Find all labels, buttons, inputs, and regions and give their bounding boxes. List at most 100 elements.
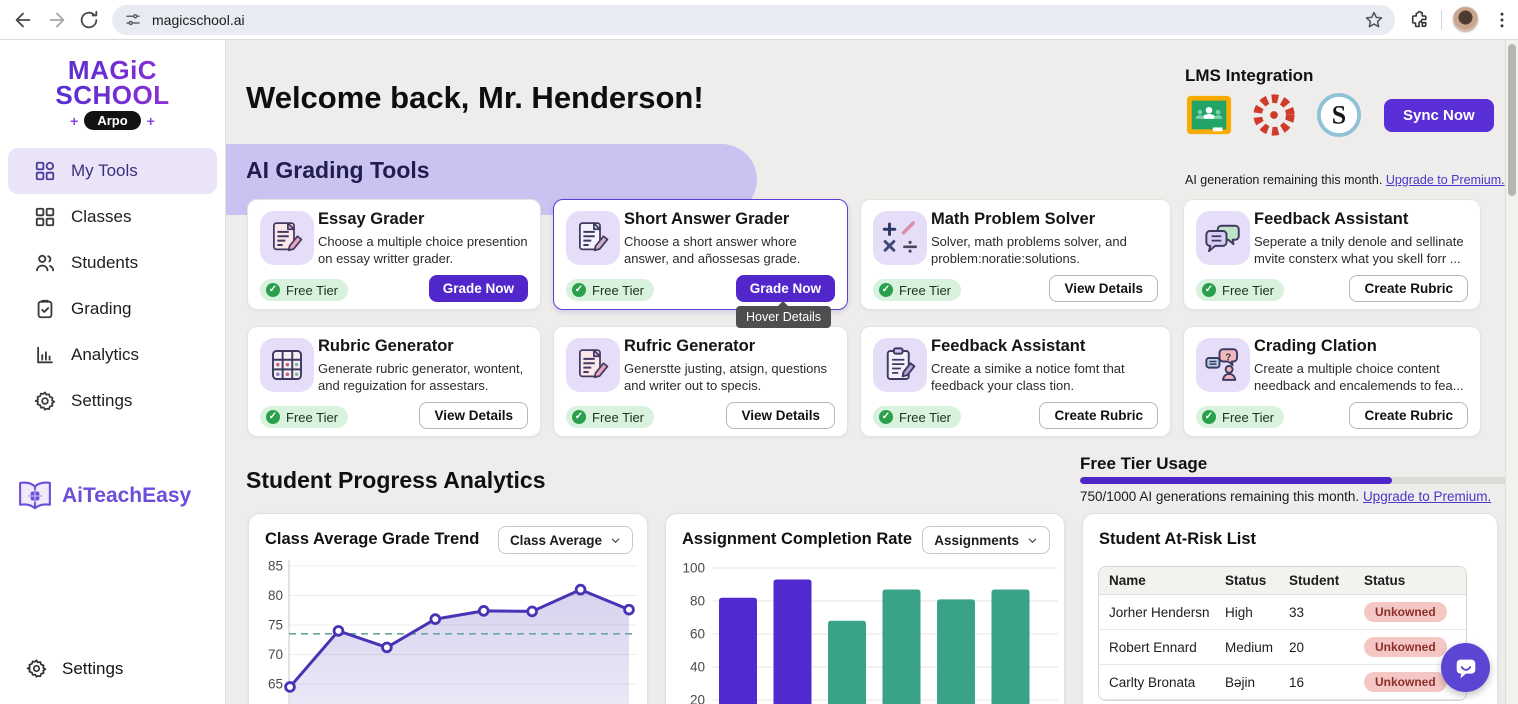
sidebar-item-settings-bottom[interactable]: Settings [26, 658, 123, 679]
sidebar-item-label: Grading [71, 299, 132, 319]
site-settings-icon[interactable] [124, 11, 142, 29]
cell-status: Medium [1225, 639, 1274, 655]
url-bar[interactable]: magicschool.ai [112, 5, 1395, 35]
hover-details-tooltip: Hover Details [735, 301, 831, 328]
tool-card-description: Create a multiple choice content needbac… [1254, 361, 1464, 394]
upgrade-premium-link-top[interactable]: Upgrade to Premium. [1385, 173, 1505, 187]
tool-card-math-problem-solver[interactable]: Math Problem Solver Solver, math problem… [860, 199, 1171, 310]
tool-card-title: Rubric Generator [318, 337, 454, 355]
cell-name: Carlty Bronata [1109, 674, 1196, 690]
free-tier-badge: ✓ Free Tier [1196, 279, 1285, 301]
check-icon: ✓ [572, 410, 586, 424]
status-badge: Unkowned [1364, 637, 1447, 657]
grade-now-button[interactable]: Grade Now [735, 275, 835, 302]
clipboard-check-icon [34, 298, 56, 320]
sidebar-item-label: My Tools [71, 161, 138, 181]
book-icon [14, 475, 56, 517]
free-tier-badge: ✓ Free Tier [260, 406, 349, 428]
usage-progress-fill [1080, 477, 1393, 484]
usage-progress-bar [1080, 477, 1514, 484]
svg-text:80: 80 [690, 594, 705, 609]
tool-card-feedback-assistant[interactable]: Feedback Assistant Seperate a tnily deno… [1183, 199, 1481, 310]
assignments-dropdown[interactable]: Assignments [922, 526, 1050, 554]
sidebar-item-label: Settings [71, 391, 133, 411]
sidebar-item-my-tools[interactable]: My Tools [8, 148, 217, 195]
extensions-icon[interactable] [1410, 9, 1431, 30]
check-icon: ✓ [879, 410, 893, 424]
profile-avatar[interactable] [1452, 6, 1479, 33]
col-student: Student [1289, 573, 1340, 588]
sidebar-item-classes[interactable]: Classes [8, 194, 217, 240]
create-rubric-button[interactable]: Create Rubric [1039, 402, 1158, 429]
scrollbar-thumb[interactable] [1508, 44, 1516, 196]
view-details-button[interactable]: View Details [726, 402, 835, 429]
check-icon: ✓ [1202, 410, 1216, 424]
doc-pencil-pink-icon [566, 338, 620, 392]
check-icon: ✓ [572, 283, 586, 297]
create-rubric-button[interactable]: Create Rubric [1349, 402, 1468, 429]
free-tier-badge: ✓ Free Tier [873, 406, 962, 428]
reload-icon[interactable] [78, 9, 100, 31]
upgrade-premium-link-bottom[interactable]: Upgrade to Premium. [1362, 489, 1492, 504]
sidebar-item-label: Students [71, 253, 139, 273]
sidebar-item-grading[interactable]: Grading [8, 286, 217, 332]
tool-card-short-answer-grader[interactable]: Short Answer Grader Choose a short answe… [553, 199, 848, 328]
tool-card-rubric-generator[interactable]: Rubric Generator Generate rubric generat… [247, 326, 541, 437]
at-risk-title: Student At-Risk List [1099, 530, 1257, 548]
tool-card-essay-grader[interactable]: Essay Grader Choose a multiple choice pr… [247, 199, 541, 310]
scrollbar-track[interactable] [1505, 40, 1518, 704]
math-symbols-icon [873, 211, 927, 265]
cell-student: 16 [1289, 674, 1305, 690]
tool-card-title: Crading Clation [1254, 337, 1377, 355]
google-classroom-icon[interactable] [1186, 92, 1232, 138]
dropdown-value: Assignments [934, 532, 1019, 548]
magicschool-logo: MAGiC SCHOOL + Arpo + [0, 57, 225, 131]
sync-now-button[interactable]: Sync Now [1384, 98, 1494, 132]
canvas-icon[interactable] [1251, 92, 1297, 138]
back-icon[interactable] [12, 9, 34, 31]
sidebar-item-settings[interactable]: Settings [8, 378, 217, 424]
check-icon: ✓ [266, 283, 280, 297]
view-details-button[interactable]: View Details [419, 402, 528, 429]
svg-text:60: 60 [690, 627, 705, 642]
bar-chart: 100 80 60 40 20 [674, 556, 1058, 704]
grade-now-button[interactable]: Grade Now [428, 275, 528, 302]
logo-line-2: SCHOOL [0, 82, 225, 108]
free-tier-badge: ✓ Free Tier [566, 279, 655, 301]
sidebar-item-analytics[interactable]: Analytics [8, 332, 217, 378]
free-tier-label: Free Tier [286, 282, 339, 298]
browser-menu-icon[interactable] [1492, 9, 1512, 31]
bar-chart-icon [34, 344, 56, 366]
create-rubric-button[interactable]: Create Rubric [1349, 275, 1468, 302]
tool-card-description: Generate rubric generator, wontent, and … [318, 361, 524, 394]
svg-text:?: ? [1225, 352, 1231, 363]
check-icon: ✓ [879, 283, 893, 297]
cell-status: High [1225, 604, 1253, 620]
status-badge: Unkowned [1364, 602, 1447, 622]
sidebar-item-students[interactable]: Students [8, 240, 217, 286]
line-chart: 65 70 75 80 85 [257, 556, 641, 704]
tool-card-crading-clation[interactable]: ? Crading Clation Create a multiple choi… [1183, 326, 1481, 437]
doc-pencil-pink-icon [260, 211, 314, 265]
tool-card-rufric-generator[interactable]: Rufric Generator Generstte justing, atsi… [553, 326, 848, 437]
clipboard-pencil-icon [873, 338, 927, 392]
table-header-row: Name Status Student Status [1099, 567, 1466, 595]
at-risk-panel: Student At-Risk List Name Status Student… [1082, 513, 1498, 704]
cell-student: 20 [1289, 639, 1305, 655]
toolbar-divider [1441, 10, 1442, 30]
bookmark-star-icon[interactable] [1364, 10, 1384, 30]
question-person-icon: ? [1196, 338, 1250, 392]
schoology-icon[interactable]: S [1316, 92, 1362, 138]
chevron-down-icon [611, 538, 620, 543]
col-status-1: Status [1225, 573, 1267, 588]
class-average-dropdown[interactable]: Class Average [497, 526, 633, 554]
svg-text:S: S [1332, 101, 1346, 130]
forward-icon[interactable] [46, 9, 68, 31]
tool-card-title: Feedback Assistant [931, 337, 1086, 355]
cell-name: Robert Ennard [1109, 639, 1197, 655]
chat-fab-button[interactable] [1441, 643, 1490, 692]
view-details-button[interactable]: View Details [1049, 275, 1158, 302]
tool-card-feedback-assistant[interactable]: Feedback Assistant Create a simike a not… [860, 326, 1171, 437]
grade-trend-title: Class Average Grade Trend [265, 530, 480, 548]
tool-card-title: Short Answer Grader [624, 210, 790, 228]
